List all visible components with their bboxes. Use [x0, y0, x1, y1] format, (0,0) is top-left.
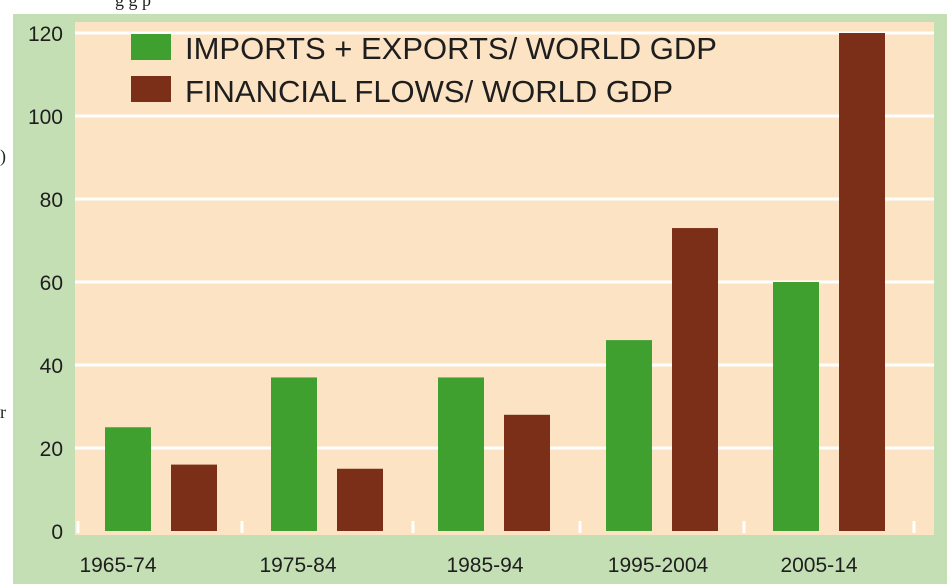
chart-frame: 0 20 40 60 80 100 120 1965-74 1975-84 1985-94 1995…: [13, 14, 947, 584]
x-tick-label: 1985-94: [446, 554, 523, 577]
bar: [171, 464, 217, 531]
caption-fragment: g g p: [115, 0, 151, 10]
bar: [337, 468, 383, 531]
bar: [438, 377, 484, 531]
y-tick-label: 60: [40, 272, 63, 295]
x-tick-label: 1975-84: [259, 554, 336, 577]
bar-chart: 0 20 40 60 80 100 120 1965-74 1975-84 1985-94 1995…: [28, 22, 934, 577]
legend-label: FINANCIAL FLOWS/ WORLD GDP: [185, 74, 673, 109]
legend-label: IMPORTS + EXPORTS/ WORLD GDP: [185, 31, 717, 66]
y-tick-label: 80: [40, 189, 63, 212]
bar: [606, 340, 652, 531]
legend-swatch: [131, 34, 171, 60]
x-tick-label: 1995-2004: [608, 554, 709, 577]
bar: [504, 414, 550, 531]
x-tick-label: 1965-74: [79, 554, 156, 577]
bar: [839, 33, 885, 531]
y-tick-label: 0: [51, 521, 63, 544]
y-tick-label: 100: [28, 106, 63, 129]
bar: [773, 282, 819, 531]
y-tick-label: 20: [40, 438, 63, 461]
y-tick-label: 40: [40, 355, 63, 378]
bar: [271, 377, 317, 531]
side-glyph: ): [0, 146, 6, 166]
y-tick-label: 120: [28, 23, 63, 46]
bar: [105, 427, 151, 531]
bar: [672, 228, 718, 532]
legend-swatch: [131, 76, 171, 102]
side-glyph: r: [0, 402, 6, 422]
x-tick-label: 2005-14: [780, 554, 857, 577]
